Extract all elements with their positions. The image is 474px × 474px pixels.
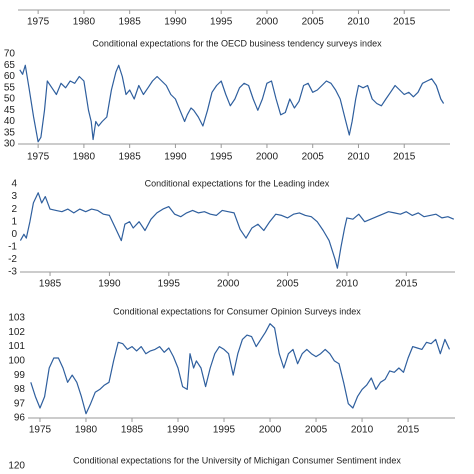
data-line: [30, 323, 451, 415]
y-tick-label: 102: [8, 327, 25, 338]
x-tick-label: 2015: [393, 17, 416, 28]
x-tick-label: 1995: [213, 425, 236, 436]
x-tick-label: 1980: [73, 17, 96, 28]
x-tick-label: 1975: [27, 152, 50, 163]
x-tick-label: 1990: [98, 279, 121, 290]
chart-title: Conditional expectations for Consumer Op…: [113, 306, 361, 316]
x-tick-label: 1995: [158, 279, 181, 290]
y-tick-label: 120: [8, 461, 25, 472]
y-tick-label: 3: [11, 191, 17, 202]
y-tick-label: 0: [11, 229, 17, 240]
y-tick-label: 45: [4, 105, 16, 116]
y-tick-label: 30: [4, 139, 16, 150]
y-tick-label: 55: [4, 82, 16, 93]
y-tick-label: -1: [8, 241, 17, 252]
y-tick-label: 103: [8, 313, 25, 324]
y-tick-label: 4: [11, 179, 17, 190]
x-tick-label: 2015: [397, 425, 420, 436]
x-tick-label: 2010: [336, 279, 359, 290]
y-tick-label: -3: [8, 267, 17, 278]
chart-title: Conditional expectations for the Leading…: [145, 178, 330, 188]
y-tick-label: 50: [4, 94, 16, 105]
chart-title: Conditional expectations for the OECD bu…: [92, 38, 382, 48]
y-tick-label: 97: [14, 398, 26, 409]
x-tick-label: 2015: [393, 152, 416, 163]
x-tick-label: 2005: [302, 152, 325, 163]
x-tick-label: 2005: [302, 17, 325, 28]
chart-title: Conditional expectations for the Univers…: [73, 455, 401, 465]
x-tick-label: 1990: [164, 17, 187, 28]
x-tick-label: 2015: [395, 279, 418, 290]
y-tick-label: 100: [8, 355, 25, 366]
x-tick-label: 2000: [217, 279, 240, 290]
x-tick-label: 2010: [351, 425, 374, 436]
x-tick-label: 2010: [347, 17, 370, 28]
y-tick-label: 101: [8, 341, 25, 352]
y-tick-label: 98: [14, 384, 26, 395]
x-tick-label: 1990: [164, 152, 187, 163]
y-tick-label: 60: [4, 71, 16, 82]
y-tick-label: 35: [4, 127, 16, 138]
x-tick-label: 1980: [75, 425, 98, 436]
y-tick-label: 65: [4, 60, 16, 71]
x-tick-label: 1985: [119, 17, 142, 28]
y-tick-label: 96: [14, 413, 26, 424]
x-tick-label: 2000: [256, 152, 279, 163]
x-tick-label: 1980: [73, 152, 96, 163]
y-tick-label: 2: [11, 204, 17, 215]
x-tick-label: 1985: [121, 425, 144, 436]
y-tick-label: 1: [11, 216, 17, 227]
x-tick-label: 1990: [167, 425, 190, 436]
y-tick-label: 70: [4, 49, 16, 60]
x-tick-label: 2010: [347, 152, 370, 163]
data-line: [19, 64, 445, 143]
y-tick-label: -2: [8, 254, 17, 265]
x-tick-label: 2000: [256, 17, 279, 28]
y-tick-label: 99: [14, 370, 26, 381]
data-line: [19, 192, 455, 269]
x-tick-label: 1995: [210, 17, 233, 28]
x-tick-label: 2005: [276, 279, 299, 290]
x-tick-label: 2000: [259, 425, 282, 436]
x-tick-label: 1985: [39, 279, 62, 290]
x-tick-label: 1975: [29, 425, 52, 436]
x-tick-label: 1975: [27, 17, 50, 28]
x-tick-label: 1985: [119, 152, 142, 163]
x-tick-label: 1995: [210, 152, 233, 163]
x-tick-label: 2005: [305, 425, 328, 436]
y-tick-label: 40: [4, 116, 16, 127]
